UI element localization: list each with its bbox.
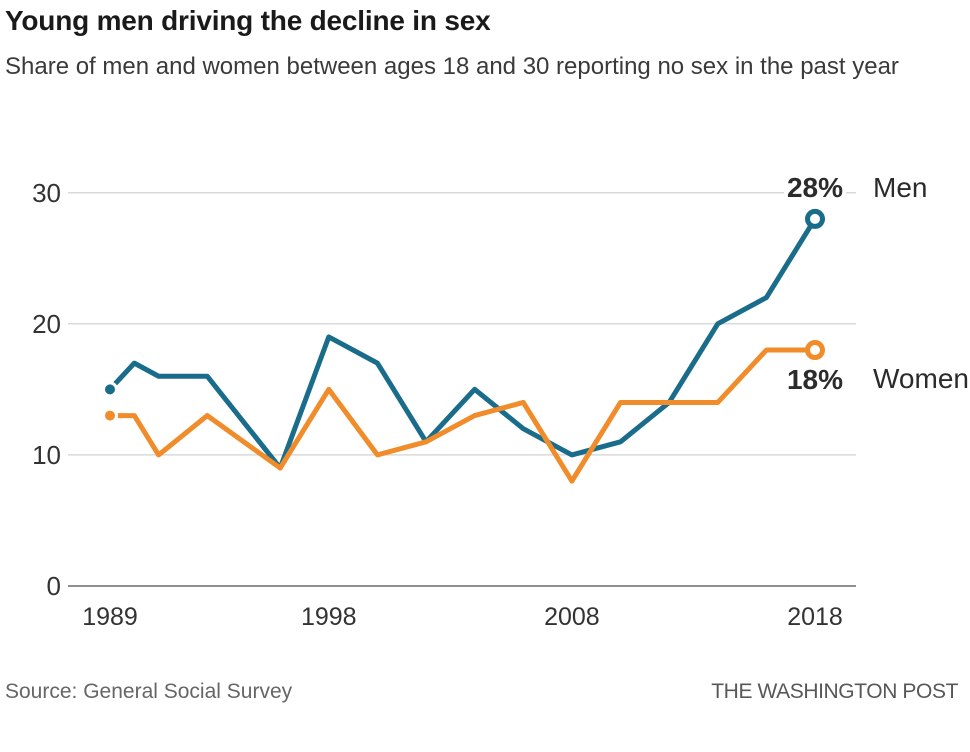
x-tick-label-1989: 1989 [82,603,138,631]
publisher-credit: THE WASHINGTON POST [711,680,958,703]
women-start-dot [102,407,118,424]
x-tick-label-2018: 2018 [787,603,843,631]
women-line [110,347,815,484]
women-end-circle [805,340,825,361]
men-series-label: Men [873,172,928,203]
men-start-dot [102,381,118,398]
source-note: Source: General Social Survey [5,680,293,703]
x-tick-label-1998: 1998 [300,603,357,631]
women-end-value-text: 18% [783,364,847,395]
chart-title: Young men driving the decline in sex [5,5,491,36]
men-end-circle [805,208,825,229]
y-tick-label-10: 10 [32,439,61,470]
women-end-value-label: 18% [765,364,865,395]
y-tick-label-20: 20 [32,308,61,339]
men-line [108,217,818,471]
men-end-value-label: 28% [765,172,865,203]
men-end-value-text: 28% [783,172,847,203]
x-tick-label-2008: 2008 [544,603,600,631]
women-series-label: Women [873,363,969,394]
chart-subtitle: Share of men and women between ages 18 a… [5,53,899,80]
y-tick-label-0: 0 [46,571,61,601]
y-tick-label-30: 30 [32,177,61,208]
